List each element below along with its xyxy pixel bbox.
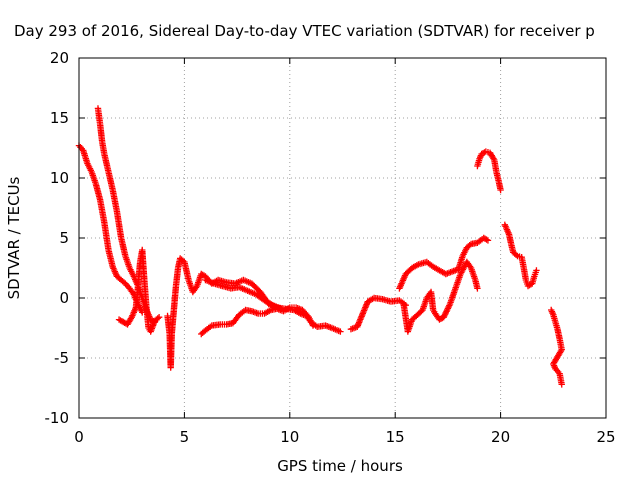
data-point: [490, 155, 497, 162]
y-tick-label: 15: [50, 109, 69, 127]
x-tick-label: 25: [596, 428, 615, 446]
data-point: [443, 308, 450, 315]
data-point: [484, 237, 492, 244]
data-point: [512, 251, 520, 258]
y-tick-label: -5: [54, 349, 69, 367]
data-point: [441, 312, 448, 319]
y-tick-label: 20: [50, 49, 69, 67]
x-tick-label: 20: [491, 428, 510, 446]
data-point: [474, 285, 481, 292]
data-point: [120, 279, 128, 286]
data-point: [497, 186, 504, 194]
data-point: [440, 314, 447, 321]
data-point: [533, 267, 540, 274]
tick-layer: 0 5 10 15 20 25 -10 -5 0 5 10 15 20: [45, 49, 616, 446]
data-point: [278, 305, 285, 312]
plot-frame: [78, 57, 607, 419]
data-point: [483, 236, 490, 243]
data-point: [443, 306, 451, 314]
y-tick-label: -10: [45, 409, 70, 427]
data-point: [154, 315, 161, 322]
data-point: [309, 322, 317, 329]
x-tick-label: 15: [386, 428, 405, 446]
data-point: [558, 381, 565, 388]
data-point: [155, 314, 163, 321]
chart-title: Day 293 of 2016, Sidereal Day-to-day VTE…: [14, 22, 595, 40]
x-axis-label: GPS time / hours: [277, 457, 403, 475]
data-point: [441, 311, 449, 318]
y-tick-label: 5: [59, 229, 69, 247]
x-tick-label: 10: [280, 428, 299, 446]
y-axis-label: SDTVAR / TECUs: [5, 176, 23, 299]
y-tick-label: 0: [59, 289, 69, 307]
data-point: [442, 309, 449, 316]
data-point: [444, 305, 452, 312]
data-point: [445, 303, 452, 311]
y-tick-label: 10: [50, 169, 69, 187]
data-points: [75, 105, 565, 388]
x-tick-label: 0: [74, 428, 84, 446]
data-point: [337, 328, 344, 335]
data-point: [446, 302, 453, 309]
x-tick-label: 5: [180, 428, 190, 446]
grid-layer: [79, 58, 606, 418]
